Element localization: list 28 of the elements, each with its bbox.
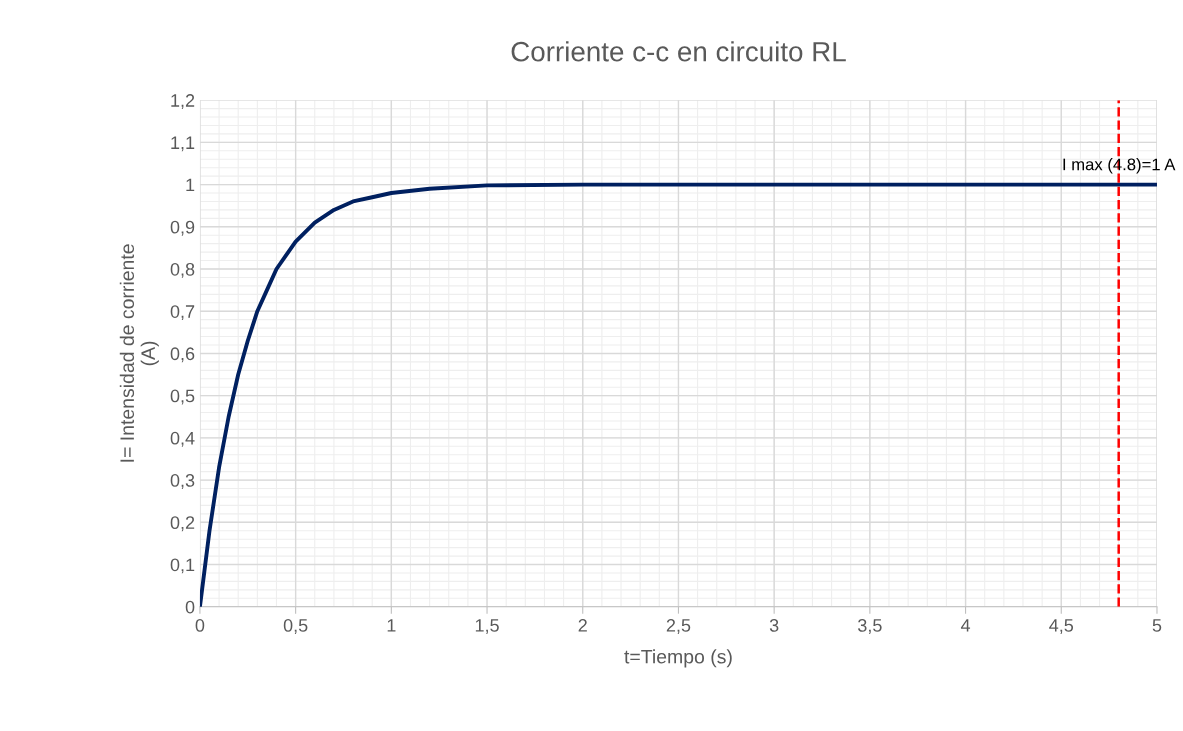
ref-line-label: I max (4.8)=1 A [1063,158,1176,174]
x-tick-label: 5 [1152,619,1162,632]
y-tick-label: 0,6 [170,347,195,363]
y-tick-label: 0,3 [170,474,195,489]
y-tick-label: 1,1 [171,136,195,152]
x-tick-label: 2 [578,619,587,632]
x-tick-label: 0 [195,619,205,632]
y-tick-label: 0,7 [170,305,195,321]
y-tick-label: 0,1 [170,558,195,574]
y-tick-label: 0,8 [170,262,195,278]
x-tick-label: 0,5 [283,619,308,634]
x-tick-label: 4 [960,619,971,632]
y-tick-label: 1,2 [171,94,195,109]
x-tick-label: 1 [387,619,396,632]
x-axis-title: t=Tiempo (s) [624,649,732,668]
x-tick-label: 3 [769,619,779,632]
chart-title: Corriente c-c en circuito RL [511,41,846,62]
y-tick-label: 0 [185,600,195,614]
x-tick-label: 3,5 [858,619,882,634]
y-tick-label: 0,4 [170,431,195,447]
x-tick-label: 1,5 [475,619,499,634]
y-tick-label: 1 [186,178,195,192]
y-tick-label: 0,9 [170,220,195,236]
y-tick-label: 0,2 [170,516,195,532]
x-tick-label: 4,5 [1049,619,1074,634]
x-tick-label: 2,5 [666,619,691,634]
y-tick-label: 0,5 [170,389,195,405]
y-axis-title: I= Intensidad de corriente (A) [119,244,159,462]
